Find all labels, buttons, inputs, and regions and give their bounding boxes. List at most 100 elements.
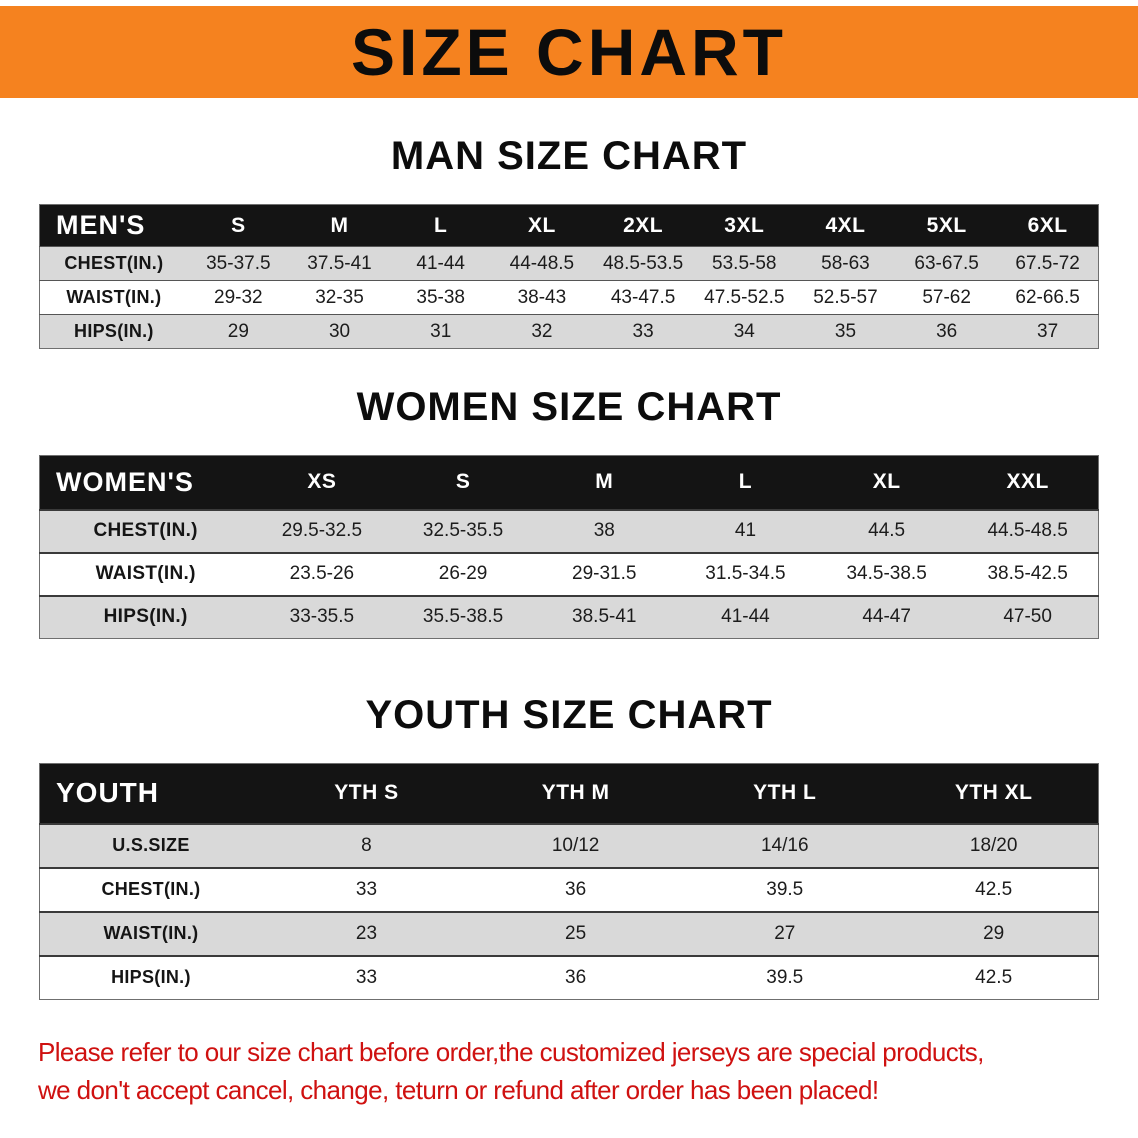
measurement-row: WAIST(IN.) 23 25 27 29	[39, 911, 1099, 956]
section-youth-size-chart: YOUTH SIZE CHART YOUTH YTH S YTH M YTH L YTH…	[0, 693, 1138, 1000]
measurement-value-cell: 31	[430, 320, 452, 342]
size-column-header: XS	[251, 455, 393, 510]
measurement-value-cell: 29-31.5	[572, 563, 637, 584]
measurement-value-cell: 30	[328, 320, 351, 342]
measurement-value-cell: 38-43	[517, 286, 567, 308]
disclaimer-line-2: we don't accept cancel, change, teturn o…	[38, 1074, 879, 1105]
row-label-cell: HIPS(IN.)	[111, 967, 191, 988]
measurement-value-cell: 33	[632, 320, 654, 342]
table-header-row: YOUTH YTH S YTH M YTH L YTH XL	[39, 763, 1099, 824]
measurement-value-cell: 8	[361, 834, 372, 856]
measurement-row: WAIST(IN.) 23.5-26 26-29 29-31.5 31.5-34.5 34…	[39, 552, 1099, 596]
measurement-row: WAIST(IN.) 29-32 32-35 35-38 38-43 43-47.5 47.…	[39, 280, 1099, 315]
table-header-row: WOMEN'S XS S M L XL XXL	[39, 455, 1099, 510]
measurement-value-cell: 32-35	[315, 286, 364, 308]
measurement-value-cell: 58-63	[821, 252, 870, 274]
section-man-size-chart: MAN SIZE CHART MEN'S S M L XL 2XL 3XL 4XL 5XL 6XL…	[0, 134, 1138, 349]
measurement-value-cell: 34.5-38.5	[846, 563, 927, 584]
row-label-cell: CHEST(IN.)	[64, 253, 164, 273]
measurement-value-cell: 35	[834, 320, 857, 342]
measurement-value-cell: 33-35.5	[289, 606, 355, 628]
women-chart-heading: WOMEN SIZE CHART	[356, 385, 782, 429]
women-size-table: WOMEN'S XS S M L XL XXL CHEST(IN.) 29.5-32.5 32.5…	[39, 455, 1099, 639]
size-column-header: M	[288, 204, 391, 247]
measurement-value-cell: 39.5	[766, 878, 804, 900]
men-size-table: MEN'S S M L XL 2XL 3XL 4XL 5XL 6XL CHEST(IN.) 35-37…	[39, 204, 1099, 349]
row-label-cell: U.S.SIZE	[112, 835, 190, 855]
table-body: CHEST(IN.) 29.5-32.5 32.5-35.5 38 41 44.5 44.5…	[39, 509, 1099, 639]
measurement-row: CHEST(IN.) 33 36 39.5 42.5	[39, 867, 1099, 912]
measurement-value-cell: 35-37.5	[206, 252, 271, 274]
measurement-value-cell: 38	[593, 520, 615, 541]
measurement-value-cell: 14/16	[760, 834, 809, 856]
size-column-header: 3XL	[693, 204, 795, 247]
size-column-header: YTH L	[680, 763, 890, 824]
size-column-header: YTH XL	[889, 763, 1099, 824]
size-chart-page: SIZE CHART MAN SIZE CHART MEN'S S M L XL 2XL 3…	[0, 6, 1138, 1124]
size-column-header: S	[187, 204, 289, 247]
measurement-value-cell: 63-67.5	[914, 252, 979, 274]
size-column-header: L	[674, 455, 817, 510]
section-women-size-chart: WOMEN SIZE CHART WOMEN'S XS S M L XL XXL CHEST(…	[0, 385, 1138, 639]
table-title-cell: MEN'S	[39, 204, 188, 247]
measurement-value-cell: 41-44	[416, 252, 466, 274]
measurement-value-cell: 29-32	[214, 286, 263, 308]
title-banner: SIZE CHART	[0, 6, 1138, 98]
table-title-cell: WOMEN'S	[39, 455, 252, 510]
measurement-value-cell: 37	[1037, 320, 1059, 342]
measurement-value-cell: 67.5-72	[1015, 252, 1080, 274]
size-column-header: 4XL	[794, 204, 897, 247]
measurement-value-cell: 44.5-48.5	[987, 520, 1068, 541]
measurement-value-cell: 29	[227, 320, 249, 342]
table-title-cell: YOUTH	[39, 763, 262, 824]
measurement-row: HIPS(IN.) 29 30 31 32 33 34 35 36 37	[39, 314, 1099, 349]
table-body: U.S.SIZE 8 10/12 14/16 18/20 CHEST(IN.) 33 36 39…	[39, 823, 1099, 1000]
measurement-value-cell: 29	[983, 922, 1005, 944]
disclaimer: Please refer to our size chart before or…	[38, 1034, 1100, 1109]
row-label-cell: HIPS(IN.)	[74, 321, 154, 341]
table-head: WOMEN'S XS S M L XL XXL	[39, 455, 1099, 510]
row-label-cell: CHEST(IN.)	[93, 520, 198, 541]
measurement-value-cell: 27	[774, 922, 796, 944]
size-column-header: YTH S	[261, 763, 472, 824]
table-header-row: MEN'S S M L XL 2XL 3XL 4XL 5XL 6XL	[39, 204, 1099, 247]
measurement-value-cell: 42.5	[975, 966, 1013, 988]
table-head: MEN'S S M L XL 2XL 3XL 4XL 5XL 6XL	[39, 204, 1099, 247]
measurement-value-cell: 39.5	[766, 966, 804, 988]
size-column-header: L	[390, 204, 492, 247]
measurement-value-cell: 29.5-32.5	[281, 520, 363, 541]
measurement-value-cell: 18/20	[969, 834, 1018, 856]
size-column-header: 6XL	[997, 204, 1099, 247]
measurement-value-cell: 33	[355, 966, 378, 988]
size-column-header: S	[392, 455, 534, 510]
measurement-value-cell: 44-48.5	[509, 252, 575, 274]
row-label-cell: WAIST(IN.)	[95, 563, 196, 584]
table-head: YOUTH YTH S YTH M YTH L YTH XL	[39, 763, 1099, 824]
measurement-value-cell: 44-47	[862, 606, 911, 628]
page-title: SIZE CHART	[351, 15, 787, 89]
size-column-header: 5XL	[896, 204, 998, 247]
size-column-header: YTH M	[471, 763, 681, 824]
measurement-value-cell: 62-66.5	[1015, 286, 1080, 308]
size-column-header: XXL	[957, 455, 1099, 510]
measurement-row: CHEST(IN.) 35-37.5 37.5-41 41-44 44-48.5 48.5…	[39, 246, 1099, 281]
row-label-cell: HIPS(IN.)	[103, 606, 188, 628]
measurement-value-cell: 41-44	[721, 606, 770, 628]
man-chart-heading: MAN SIZE CHART	[390, 134, 748, 178]
measurement-value-cell: 47-50	[1003, 606, 1052, 628]
measurement-value-cell: 26-29	[438, 563, 488, 584]
measurement-value-cell: 34	[733, 320, 755, 342]
measurement-row: HIPS(IN.) 33 36 39.5 42.5	[39, 955, 1099, 1000]
measurement-value-cell: 38.5-41	[572, 606, 637, 628]
measurement-row: CHEST(IN.) 29.5-32.5 32.5-35.5 38 41 44.5 44.5…	[39, 509, 1099, 553]
measurement-value-cell: 36	[565, 878, 587, 900]
measurement-value-cell: 10/12	[551, 834, 600, 856]
measurement-value-cell: 35.5-38.5	[422, 606, 504, 628]
measurement-value-cell: 41	[734, 520, 757, 541]
measurement-value-cell: 35-38	[416, 286, 466, 308]
measurement-value-cell: 25	[565, 922, 587, 944]
row-label-cell: CHEST(IN.)	[101, 879, 201, 899]
disclaimer-line-1: Please refer to our size chart before or…	[38, 1037, 984, 1067]
measurement-value-cell: 52.5-57	[813, 286, 878, 308]
size-column-header: 2XL	[592, 204, 694, 247]
